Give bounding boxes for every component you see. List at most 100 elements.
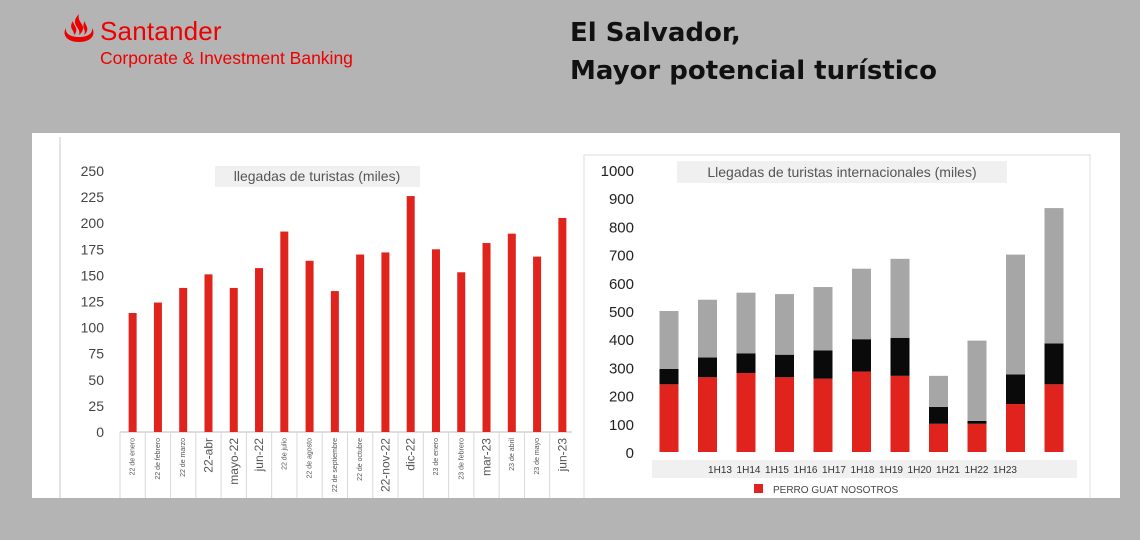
stacked-bar-segment: [698, 357, 717, 378]
y-tick-label: 400: [609, 332, 634, 349]
x-tick-label: 22 de enero: [130, 438, 137, 475]
y-tick-label: 300: [609, 360, 634, 377]
x-tick-label: 22 de octubre: [357, 438, 364, 481]
bar: [558, 217, 567, 432]
bar: [280, 231, 289, 432]
y-tick-label: 500: [609, 304, 634, 321]
stacked-bar-segment: [1006, 374, 1025, 405]
bar: [153, 302, 162, 432]
stacked-bar-segment: [775, 354, 794, 378]
y-tick-label: 100: [609, 417, 634, 434]
bar: [204, 274, 213, 432]
y-tick-label: 25: [88, 398, 104, 414]
stacked-bar-segment: [698, 377, 717, 452]
stacked-bar-segment: [775, 377, 794, 452]
chart-title-box: [215, 166, 420, 187]
chart-frame: [583, 154, 1091, 498]
y-tick-label: 700: [609, 248, 634, 265]
chart-title: Llegadas de turistas internacionales (mi…: [707, 164, 976, 180]
monthly-arrivals-chart: 0 25 50 75 100 125 150 175 200 225 250 llegadas de …: [59, 137, 572, 498]
x-tick-label: 1H15: [765, 465, 789, 476]
x-tick-label: 1H20: [908, 465, 932, 476]
stacked-bar-segment: [813, 350, 833, 379]
bar: [356, 254, 365, 432]
stacked-bar-segment: [1006, 404, 1025, 452]
x-tick-label: 22-abr: [201, 438, 215, 473]
y-tick-label: 50: [88, 372, 104, 388]
category-axis-box: [652, 460, 1077, 478]
stacked-bar-segment: [852, 371, 871, 452]
y-tick-label: 900: [609, 191, 634, 208]
x-tick-label: 23 de febrero: [458, 438, 465, 480]
x-tick-label: mayo-22: [227, 438, 241, 485]
x-tick-label: 22-nov-22: [378, 438, 392, 492]
stacked-bar-segment: [659, 384, 679, 452]
y-tick-label: 150: [81, 267, 105, 283]
x-tick-label: jun-23: [555, 438, 569, 473]
brand-name: Santander: [100, 16, 222, 46]
x-tick-label: 1H23: [993, 465, 1017, 476]
x-tick-label: dic-22: [404, 438, 418, 471]
stacked-bar-segment: [967, 340, 987, 421]
stacked-bar-segment: [929, 406, 948, 424]
brand-subtitle: Corporate & Investment Banking: [100, 48, 353, 68]
y-tick-label: 125: [81, 294, 105, 310]
y-tick-label: 225: [81, 189, 105, 205]
chart-title: llegadas de turistas (miles): [234, 168, 401, 184]
bar: [533, 256, 542, 432]
x-tick-label: jun-22: [252, 438, 266, 473]
x-tick-label: 1H19: [879, 465, 903, 476]
y-tick-label: 1000: [601, 163, 634, 180]
stacked-bar-segment: [890, 375, 910, 452]
chart-title-box: [677, 161, 1007, 183]
stacked-bar-segment: [775, 294, 794, 355]
x-tick-label: 1H18: [851, 465, 875, 476]
stacked-bar-segment: [890, 258, 910, 338]
stacked-bar-segment: [967, 420, 987, 424]
x-tick-label: 23 de abril: [509, 438, 516, 471]
stacked-bar-segment: [1006, 254, 1025, 375]
y-tick-label: 0: [96, 424, 104, 440]
stacked-bar-segment: [929, 423, 948, 452]
x-tick-label: 1H16: [794, 465, 818, 476]
y-tick-label: 75: [88, 346, 104, 362]
stacked-bar-segment: [813, 287, 833, 351]
x-tick-label: 1H22: [965, 465, 989, 476]
bar: [507, 233, 516, 432]
x-tick-label: 22 de marzo: [180, 438, 187, 477]
stacked-bar-segment: [929, 375, 948, 407]
stacked-bar-segment: [852, 268, 871, 340]
x-tick-label: 22 de agosto: [307, 438, 314, 479]
x-tick-label: 22 de febrero: [155, 438, 162, 480]
stacked-bar-segment: [1044, 343, 1064, 385]
bar: [305, 260, 314, 432]
y-tick-label: 100: [81, 320, 105, 336]
x-tick-label: mar-23: [480, 438, 494, 476]
x-tick-label: 1H13: [708, 465, 732, 476]
y-tick-label: 250: [81, 163, 105, 179]
bar: [179, 287, 188, 432]
bar: [482, 243, 491, 432]
page-title-line-2: Mayor potencial turístico: [570, 56, 937, 86]
bar: [431, 249, 440, 432]
y-tick-label: 200: [81, 215, 105, 231]
stacked-bar-segment: [736, 292, 756, 354]
x-tick-label: 22 de julio: [281, 438, 288, 470]
x-tick-label: 1H17: [822, 465, 846, 476]
legend-label: PERRO GUAT NOSOTROS: [773, 485, 899, 496]
stacked-bar-segment: [852, 339, 871, 372]
page-title: El Salvador, Mayor potencial turístico: [570, 14, 937, 90]
y-tick-label: 600: [609, 276, 634, 293]
bar: [457, 272, 466, 432]
stacked-bar-segment: [698, 299, 717, 358]
x-tick-label: 23 de enero: [433, 438, 440, 475]
stacked-bar-segment: [659, 311, 679, 369]
page-title-line-1: El Salvador,: [570, 18, 741, 48]
bar: [330, 291, 339, 432]
bar: [406, 196, 415, 432]
bar: [255, 268, 264, 432]
y-tick-label: 175: [81, 241, 105, 257]
y-tick-label: 200: [609, 389, 634, 406]
flame-icon: [64, 14, 94, 42]
stacked-bar-segment: [890, 337, 910, 376]
